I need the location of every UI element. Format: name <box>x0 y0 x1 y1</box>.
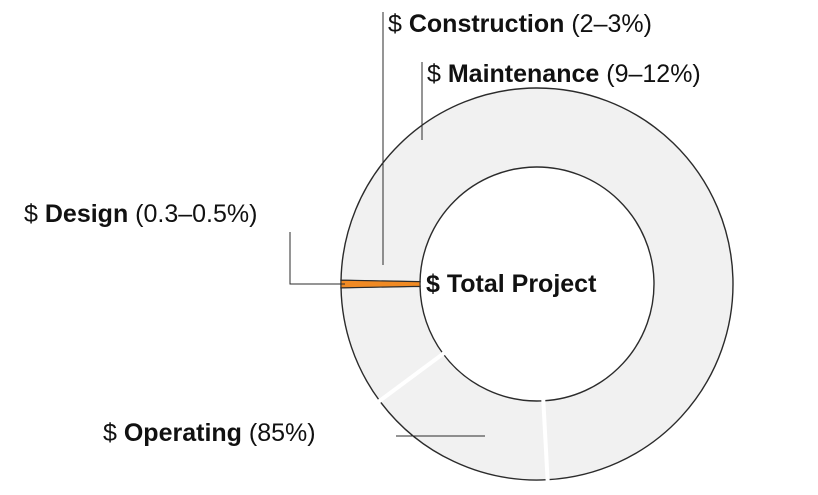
label-maintenance: $ Maintenance (9–12%) <box>427 60 701 88</box>
label-operating: $ Operating (85%) <box>103 419 316 447</box>
leader-lines <box>289 12 485 437</box>
slice-gap <box>376 350 447 405</box>
leader-design <box>289 232 345 285</box>
center-label: $ Total Project <box>426 270 597 298</box>
slice-gap <box>541 397 550 483</box>
label-design: $ Design (0.3–0.5%) <box>24 200 257 228</box>
label-construction: $ Construction (2–3%) <box>388 10 652 38</box>
slice-operating <box>340 87 734 481</box>
donut-slices <box>340 87 734 483</box>
slice-design-outline <box>340 279 421 289</box>
